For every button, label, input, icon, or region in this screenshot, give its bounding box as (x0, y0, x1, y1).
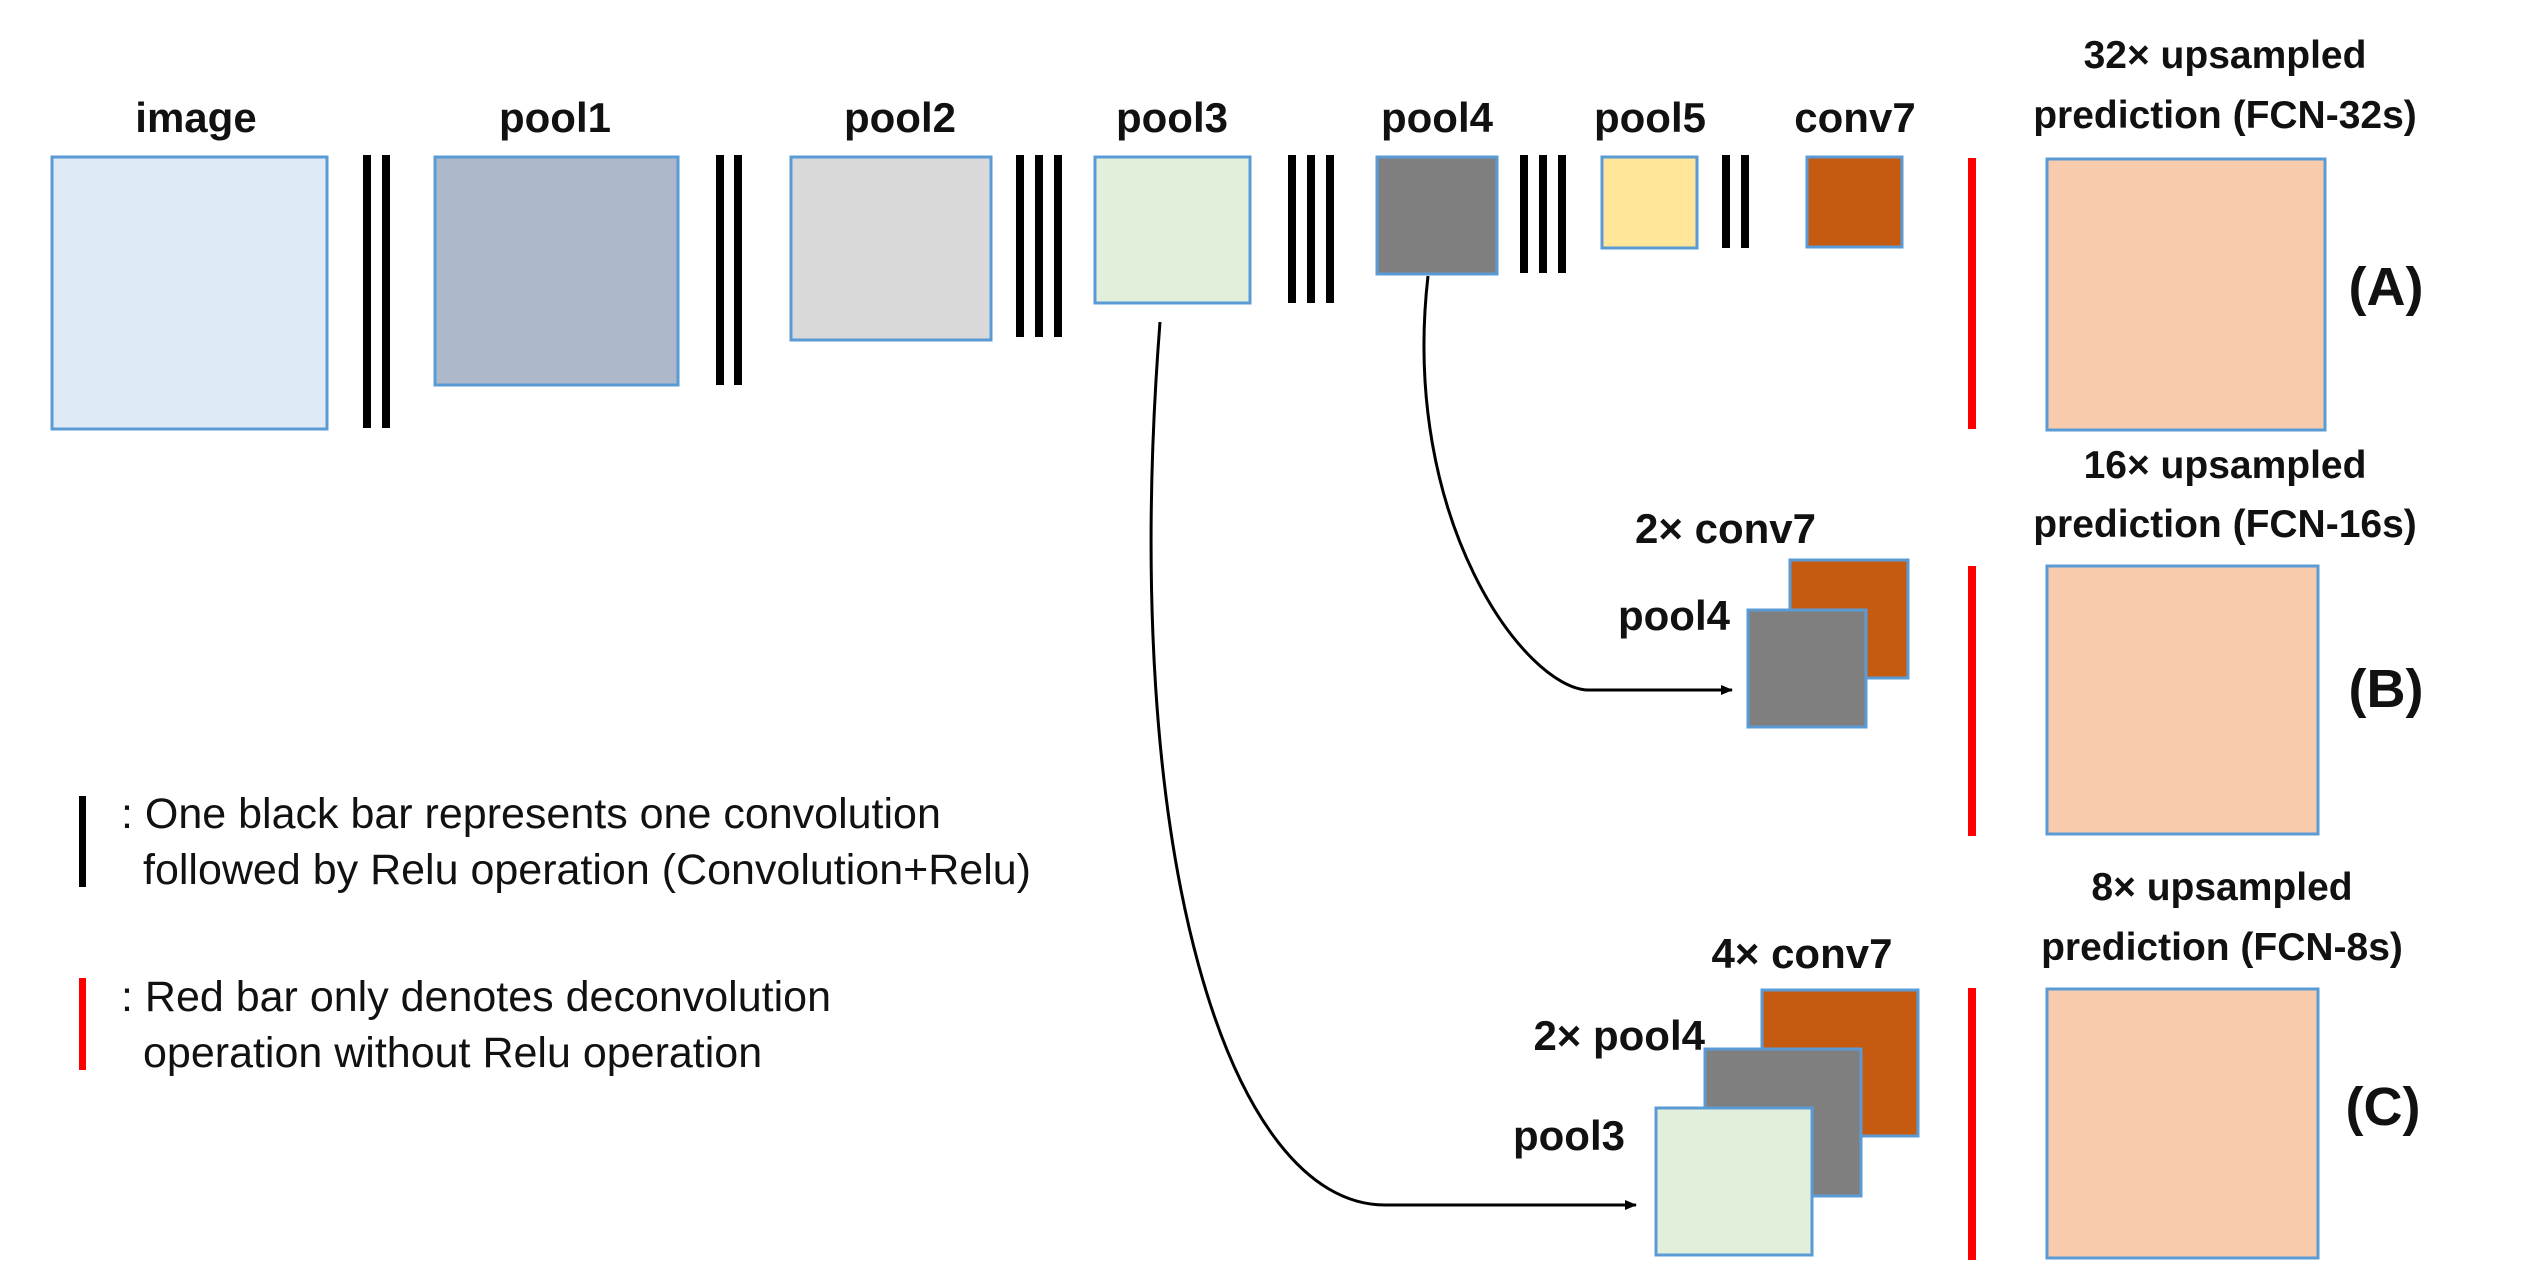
legend-black-line1: : One black bar represents one convoluti… (121, 790, 941, 838)
legend-red-bar (79, 978, 86, 1070)
conv-bar (363, 155, 371, 428)
conv-bar (1520, 155, 1528, 273)
prediction-a-box (2045, 157, 2327, 432)
box-pool5 (1600, 155, 1699, 250)
conv-bar (1035, 155, 1043, 337)
label-b-2x-conv7: 2× conv7 (1635, 505, 1816, 552)
prediction-a-title-line2: prediction (FCN-32s) (2033, 94, 2417, 137)
label-pool2: pool2 (844, 94, 956, 141)
conv-bar (1054, 155, 1062, 337)
label-image: image (135, 94, 256, 141)
skip-arrow-pool4 (1422, 275, 1733, 695)
conv-bar (382, 155, 390, 428)
conv-bar (1016, 155, 1024, 337)
label-c-pool3: pool3 (1513, 1112, 1625, 1159)
legend-black-bar (79, 796, 86, 887)
label-pool5: pool5 (1594, 94, 1706, 141)
prediction-a-title-line1: 32× upsampled (2084, 34, 2367, 77)
box-pool2 (789, 155, 993, 342)
prediction-c-letter: (C) (2346, 1077, 2421, 1137)
conv-bar (1722, 155, 1730, 248)
label-c-2x-pool4: 2× pool4 (1533, 1012, 1705, 1059)
label-conv7: conv7 (1794, 94, 1915, 141)
deconv-bar-b (1968, 566, 1976, 836)
prediction-c-box (2045, 987, 2320, 1260)
prediction-b-letter: (B) (2349, 659, 2424, 719)
prediction-b-box (2045, 564, 2320, 836)
conv-bar (1539, 155, 1547, 273)
box-image (50, 155, 329, 431)
skip-arrow-pool3 (1149, 321, 1637, 1210)
label-c-4x-conv7: 4× conv7 (1712, 930, 1893, 977)
prediction-c-title-line1: 8× upsampled (2091, 866, 2352, 909)
conv-bar (1558, 155, 1566, 273)
conv-bar (1741, 155, 1749, 248)
box-c-pool3 (1654, 1106, 1814, 1257)
conv-bar (734, 155, 742, 385)
box-pool1 (433, 155, 680, 387)
prediction-b-title-line2: prediction (FCN-16s) (2033, 503, 2417, 546)
prediction-b-title-line1: 16× upsampled (2084, 444, 2367, 487)
conv-bar (716, 155, 724, 385)
box-pool4 (1375, 155, 1499, 276)
box-conv7 (1805, 155, 1904, 249)
label-pool4: pool4 (1381, 94, 1494, 141)
deconv-bar-a (1968, 158, 1976, 429)
box-pool3 (1093, 155, 1252, 305)
box-b-pool4 (1746, 608, 1868, 729)
conv-bar (1326, 155, 1334, 303)
conv-bar (1307, 155, 1315, 303)
legend-black-line2: followed by Relu operation (Convolution+… (143, 846, 1031, 894)
label-pool3: pool3 (1116, 94, 1228, 141)
prediction-c-title-line2: prediction (FCN-8s) (2041, 926, 2403, 969)
deconv-bar-c (1968, 988, 1976, 1260)
label-b-pool4: pool4 (1618, 592, 1731, 639)
prediction-a-letter: (A) (2349, 257, 2424, 317)
legend-red-line2: operation without Relu operation (143, 1029, 762, 1077)
conv-bar (1288, 155, 1296, 303)
label-pool1: pool1 (499, 94, 611, 141)
legend-red-line1: : Red bar only denotes deconvolution (121, 973, 831, 1021)
